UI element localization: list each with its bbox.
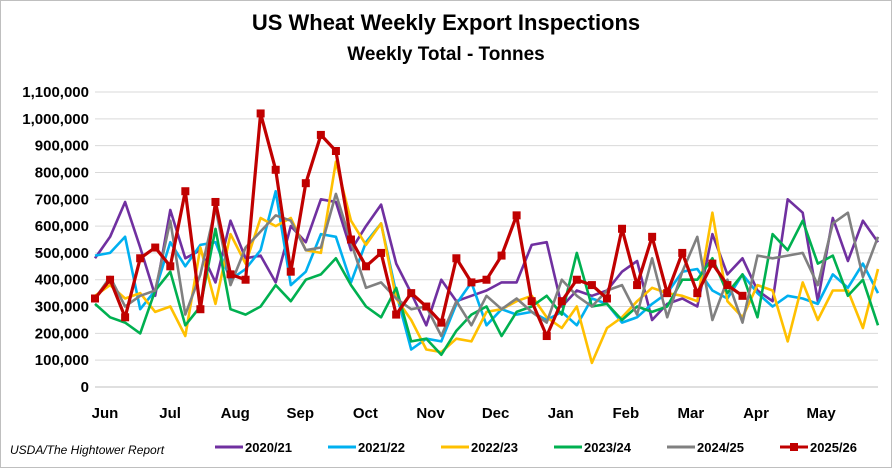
series-line-2020-21 <box>93 198 880 327</box>
legend-label: 2022/23 <box>471 440 518 455</box>
y-tick-label: 900,000 <box>35 138 89 155</box>
data-point-marker <box>392 310 401 319</box>
x-tick-label: Jan <box>548 405 574 422</box>
series-line-2021-22 <box>94 189 880 351</box>
y-tick-label: 0 <box>81 379 89 396</box>
data-point-marker <box>407 289 416 298</box>
data-point-marker <box>422 302 431 311</box>
y-tick-label: 100,000 <box>35 352 89 369</box>
data-point-marker <box>91 294 99 303</box>
data-point-marker <box>497 251 506 260</box>
data-point-marker <box>663 289 672 298</box>
legend-label: 2021/22 <box>358 440 405 455</box>
series-line-2023-24 <box>94 219 880 357</box>
data-point-marker <box>151 243 160 252</box>
y-tick-label: 1,000,000 <box>22 111 89 128</box>
data-point-marker <box>437 318 446 327</box>
series-lines <box>91 109 880 365</box>
x-tick-label: Nov <box>416 405 445 422</box>
data-point-marker <box>106 275 115 284</box>
data-point-marker <box>286 267 295 276</box>
data-point-marker <box>166 262 175 271</box>
data-point-marker <box>723 281 732 290</box>
legend-label: 2020/21 <box>245 440 292 455</box>
x-tick-label: Mar <box>678 405 705 422</box>
data-point-marker <box>346 235 355 244</box>
y-axis: 0 100,000 200,000 300,000 400,000 500,000 600,… <box>22 84 89 396</box>
legend-marker <box>790 443 798 451</box>
series-line-2022-23 <box>94 160 880 365</box>
data-point-marker <box>512 211 521 220</box>
y-tick-label: 1,100,000 <box>22 84 89 101</box>
legend-label: 2025/26 <box>810 440 857 455</box>
data-point-marker <box>271 165 280 174</box>
data-point-marker <box>572 275 581 284</box>
data-point-marker <box>527 297 536 306</box>
series-line-2025-26 <box>93 111 744 338</box>
x-axis: Jun Jul Aug Sep Oct Nov Dec Jan Feb Mar Apr May <box>92 386 878 422</box>
y-tick-label: 200,000 <box>35 325 89 342</box>
data-point-marker <box>542 332 551 341</box>
x-tick-label: Jun <box>92 405 119 422</box>
data-point-marker <box>121 313 130 322</box>
x-tick-label: Oct <box>353 405 378 422</box>
series-line-2024-25 <box>93 192 880 338</box>
data-point-marker <box>241 275 250 284</box>
data-point-marker <box>633 281 642 290</box>
x-tick-label: Feb <box>612 405 639 422</box>
data-point-marker <box>738 291 747 300</box>
data-point-marker <box>693 289 702 298</box>
data-point-marker <box>331 147 340 155</box>
data-point-marker <box>648 232 657 241</box>
data-point-marker <box>256 109 265 118</box>
x-tick-label: Apr <box>743 405 769 422</box>
data-point-marker <box>452 254 461 263</box>
data-point-marker <box>211 197 220 206</box>
data-point-marker <box>377 248 386 257</box>
data-point-marker <box>557 297 566 306</box>
data-point-marker <box>181 187 190 196</box>
source-note: USDA/The Hightower Report <box>10 443 165 457</box>
legend: 2020/21 2021/22 2022/23 2023/24 2024/25 2025/… <box>215 440 857 455</box>
data-point-marker <box>678 248 687 257</box>
data-point-marker <box>587 281 596 290</box>
legend-label: 2023/24 <box>584 440 632 455</box>
y-tick-label: 300,000 <box>35 299 89 316</box>
data-point-marker <box>226 270 235 279</box>
data-point-marker <box>196 305 205 314</box>
y-tick-label: 800,000 <box>35 164 89 181</box>
data-point-marker <box>602 294 611 303</box>
x-tick-label: Aug <box>221 405 250 422</box>
data-point-marker <box>467 278 476 287</box>
x-tick-label: Jul <box>159 405 181 422</box>
data-point-marker <box>136 254 145 263</box>
data-point-marker <box>482 275 491 284</box>
chart-subtitle: Weekly Total - Tonnes <box>347 44 545 65</box>
data-point-marker <box>316 130 325 139</box>
chart-title: US Wheat Weekly Export Inspections <box>251 10 641 35</box>
data-point-marker <box>618 224 627 233</box>
x-tick-label: Dec <box>482 405 510 422</box>
y-tick-label: 500,000 <box>35 245 89 262</box>
data-point-marker <box>301 179 310 188</box>
y-tick-label: 700,000 <box>35 191 89 208</box>
x-tick-label: May <box>807 405 837 422</box>
y-tick-label: 400,000 <box>35 272 89 289</box>
legend-label: 2024/25 <box>697 440 744 455</box>
data-point-marker <box>362 262 371 271</box>
x-tick-label: Sep <box>287 405 315 422</box>
data-point-marker <box>708 259 717 268</box>
y-tick-label: 600,000 <box>35 218 89 235</box>
